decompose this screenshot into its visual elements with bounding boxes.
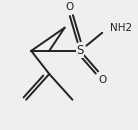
- Text: S: S: [76, 44, 84, 57]
- Text: O: O: [66, 2, 74, 12]
- Text: O: O: [98, 75, 106, 85]
- Text: NH2: NH2: [110, 23, 132, 33]
